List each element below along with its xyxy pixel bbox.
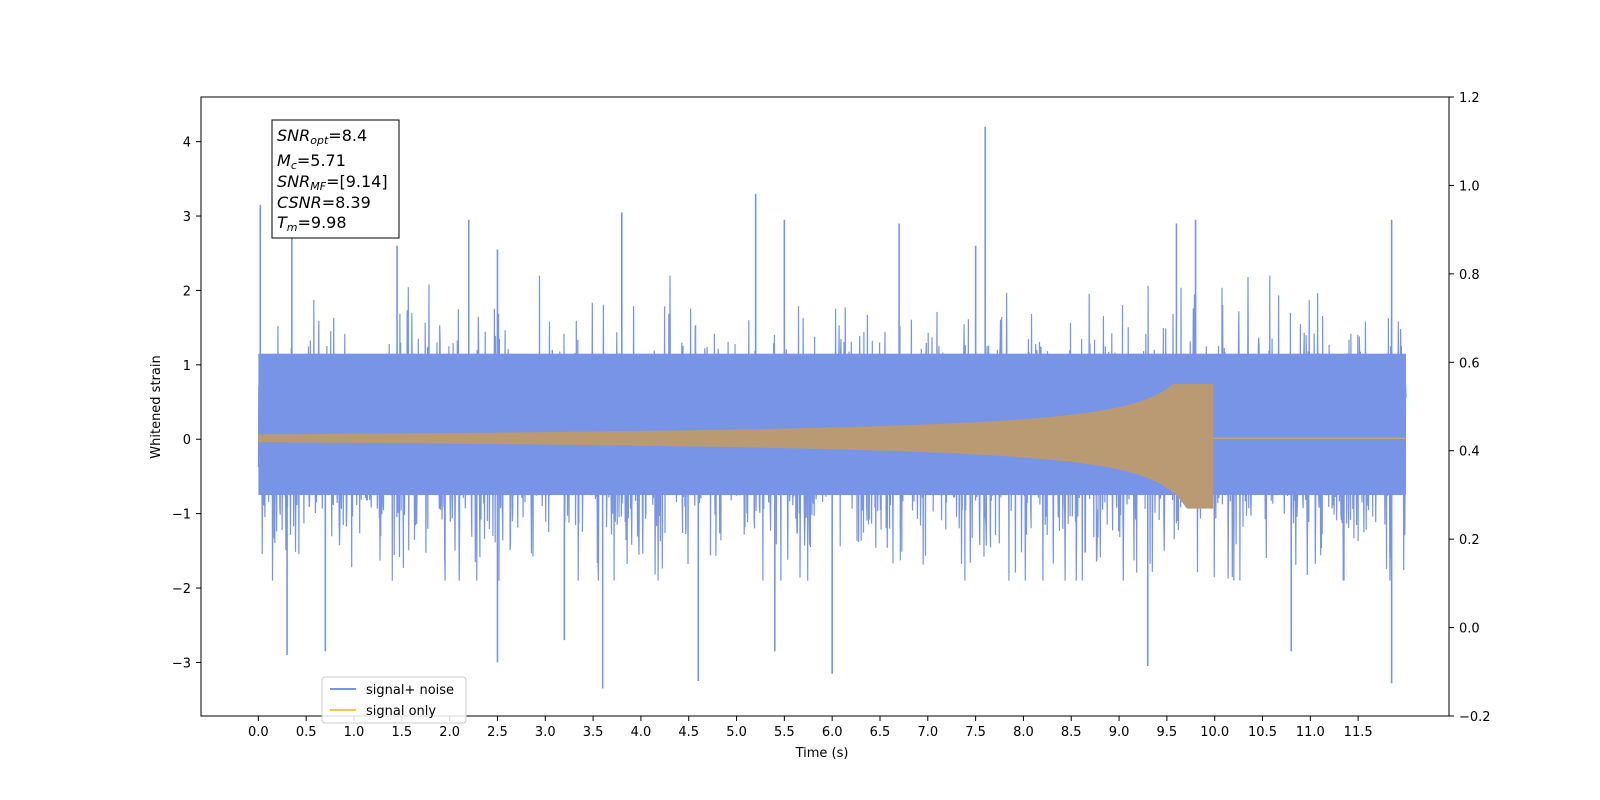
y-left-tick-label-0: 4 bbox=[183, 136, 191, 151]
x-tick-label-15: 7.5 bbox=[965, 725, 986, 740]
annotation-box: SNRopt=8.4 Mc=5.71SNRMF=[9.14]CSNR=8.39Tm… bbox=[271, 119, 400, 239]
legend-frame bbox=[321, 676, 467, 724]
y-right-tick-label-5: 0.2 bbox=[1459, 533, 1480, 548]
x-tick-label-7: 3.5 bbox=[583, 725, 604, 740]
y-left-tick-label-5: −1 bbox=[172, 508, 191, 523]
y-left-tick-label-3: 1 bbox=[183, 359, 191, 374]
y-right-tick-label-4: 0.4 bbox=[1459, 445, 1480, 460]
x-tick-label-1: 0.5 bbox=[296, 725, 317, 740]
y-left-tick-label-6: −2 bbox=[172, 582, 191, 597]
x-tick-label-23: 11.5 bbox=[1344, 725, 1373, 740]
x-axis-ticks: 0.0 0.5 1.0 1.5 2.0 2.5 3.0 3.5 4.0 4.5 5.0 5.5 6.0 6… bbox=[248, 716, 1373, 740]
x-tick-label-12: 6.0 bbox=[822, 725, 843, 740]
signal-envelope bbox=[258, 384, 1214, 509]
x-tick-label-18: 9.0 bbox=[1109, 725, 1130, 740]
y-right-tick-label-2: 0.8 bbox=[1459, 268, 1480, 283]
x-tick-label-3: 1.5 bbox=[391, 725, 412, 740]
annotation-line-0: SNRopt=8.4 bbox=[277, 126, 367, 147]
annotation-frame bbox=[271, 119, 400, 239]
x-tick-label-14: 7.0 bbox=[917, 725, 938, 740]
y-right-tick-label-6: 0.0 bbox=[1459, 622, 1480, 637]
y-axis-left-ticks: 4 3 2 1 0 −1 −2 −3 bbox=[172, 136, 201, 671]
legend-label-signal-only: signal only bbox=[366, 704, 436, 719]
y-left-tick-label-2: 2 bbox=[183, 284, 191, 299]
x-tick-label-13: 6.5 bbox=[870, 725, 891, 740]
x-tick-label-0: 0.0 bbox=[248, 725, 269, 740]
legend: signal+ noise signal only bbox=[321, 676, 467, 724]
annotation-line-2: SNRMF=[9.14] bbox=[277, 172, 388, 193]
x-tick-label-8: 4.0 bbox=[631, 725, 652, 740]
y-left-tick-label-1: 3 bbox=[183, 210, 191, 225]
x-tick-label-20: 10.0 bbox=[1200, 725, 1229, 740]
annotation-line-1: Mc=5.71 bbox=[277, 151, 346, 172]
x-tick-label-19: 9.5 bbox=[1157, 725, 1178, 740]
x-tick-label-2: 1.0 bbox=[344, 725, 365, 740]
y-left-tick-label-7: −3 bbox=[172, 656, 191, 671]
annotation-line-3: CSNR=8.39 bbox=[277, 193, 371, 212]
x-tick-label-17: 8.5 bbox=[1061, 725, 1082, 740]
series-signal-only bbox=[258, 384, 1406, 509]
x-tick-label-10: 5.0 bbox=[726, 725, 747, 740]
y-axis-right-ticks: 1.2 1.0 0.8 0.6 0.4 0.2 0.0 −0.2 bbox=[1449, 91, 1491, 725]
legend-label-signal-plus-noise: signal+ noise bbox=[366, 683, 454, 698]
x-tick-label-22: 11.0 bbox=[1296, 725, 1325, 740]
y-right-tick-label-0: 1.2 bbox=[1459, 91, 1480, 106]
plot-frame bbox=[200, 96, 1450, 717]
y-axis-label: Whitened strain bbox=[149, 355, 164, 458]
x-tick-label-16: 8.0 bbox=[1013, 725, 1034, 740]
x-tick-label-21: 10.5 bbox=[1248, 725, 1277, 740]
annotation-line-4: Tm=9.98 bbox=[277, 213, 347, 234]
x-tick-label-9: 4.5 bbox=[678, 725, 699, 740]
x-tick-label-11: 5.5 bbox=[774, 725, 795, 740]
y-right-tick-label-3: 0.6 bbox=[1459, 356, 1480, 371]
x-tick-label-6: 3.0 bbox=[535, 725, 556, 740]
x-axis-label: Time (s) bbox=[795, 746, 849, 761]
y-right-tick-label-1: 1.0 bbox=[1459, 179, 1480, 194]
y-left-tick-label-4: 0 bbox=[183, 433, 191, 448]
x-tick-label-4: 2.0 bbox=[439, 725, 460, 740]
x-tick-label-5: 2.5 bbox=[487, 725, 508, 740]
series-signal-plus-noise bbox=[257, 126, 1407, 689]
y-right-tick-label-7: −0.2 bbox=[1459, 710, 1491, 725]
